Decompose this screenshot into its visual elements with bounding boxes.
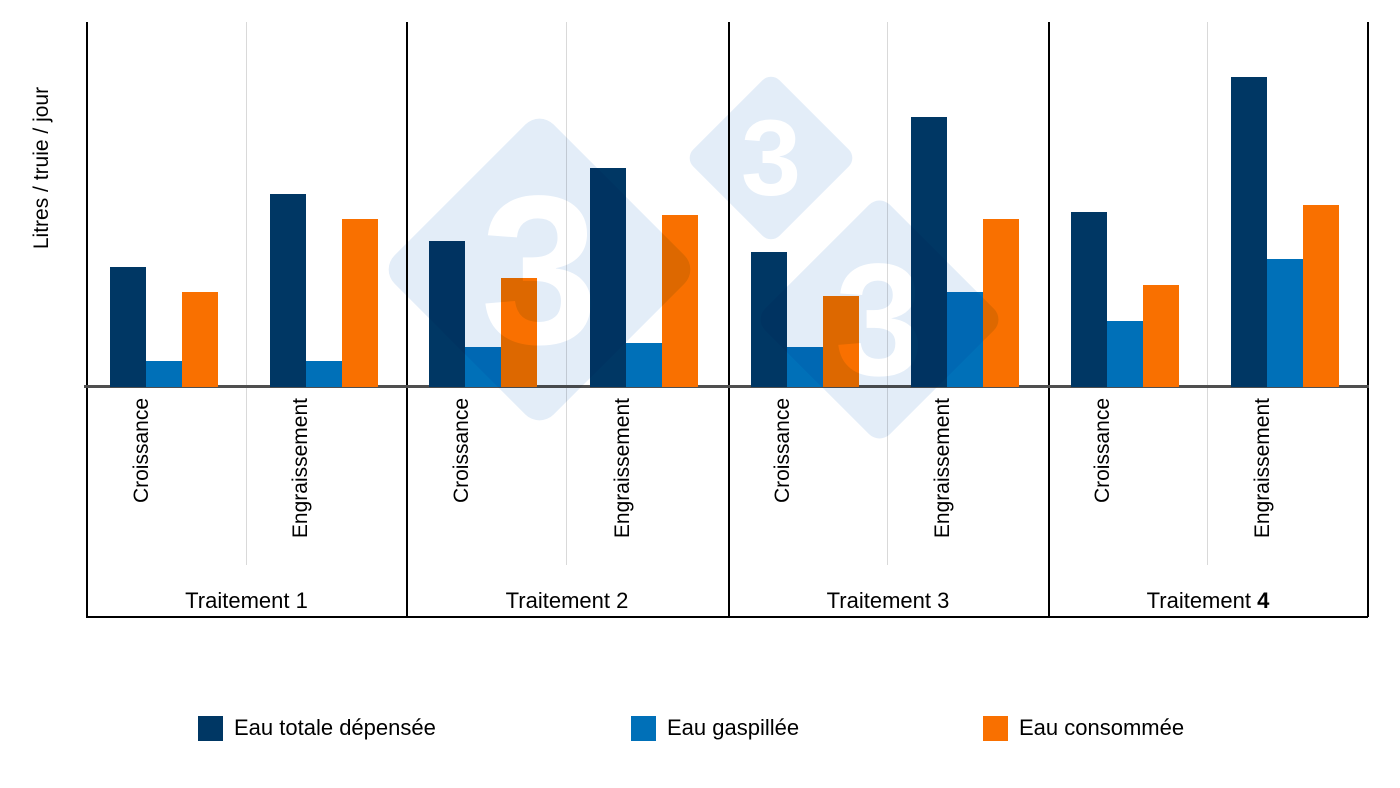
group-divider-line: [1048, 22, 1050, 617]
legend-item-eau-gaspillee: Eau gaspillée: [631, 715, 799, 741]
subcategory-label-engraissement: Engraissement: [289, 398, 313, 539]
group-label-traitement-1: Traitement 1: [185, 588, 308, 613]
bar-eau-consommee-traitement-4-croissance: [1143, 284, 1179, 387]
legend-swatch-eau-consommee: [983, 715, 1008, 741]
subcategory-label-croissance: Croissance: [771, 398, 794, 504]
legend-swatch-eau-totale-depensee: [198, 715, 223, 741]
chart-right-border: [1367, 22, 1369, 617]
x-axis-line: [84, 385, 1369, 388]
bar-eau-consommee-traitement-1-croissance: [182, 292, 218, 387]
subcategory-label-croissance: Croissance: [449, 398, 473, 504]
subcategory-label-engraissement: Engraissement: [931, 398, 954, 539]
subcategory-label-engraissement: Engraissement: [1251, 398, 1274, 539]
legend-item-eau-totale-depensee: Eau totale dépensée: [198, 715, 436, 741]
legend-label: Eau consommée: [1019, 715, 1185, 740]
legend-item-eau-consommee: Eau consommée: [983, 715, 1184, 741]
y-axis-title: Litres / truie / jour: [30, 86, 53, 250]
subcategory-label-croissance: Croissance: [1091, 398, 1114, 504]
watermark-3-glyph: 3: [740, 96, 802, 218]
y-axis-line: [86, 22, 88, 617]
bar-eau-gaspillee-traitement-2-engraissement: [626, 343, 662, 387]
chart-bottom-border: [86, 616, 1368, 618]
bar-eau-gaspillee-traitement-1-croissance: [146, 361, 182, 387]
bar-eau-gaspillee-traitement-4-engraissement: [1267, 259, 1303, 387]
watermark-diamond: 3: [684, 71, 858, 245]
subcategory-divider: [1207, 22, 1208, 565]
subcategory-divider: [246, 22, 247, 565]
group-divider-line: [728, 22, 730, 617]
group-divider-line: [406, 22, 408, 617]
legend-swatch-eau-gaspillee: [631, 715, 656, 741]
bar-eau-gaspillee-traitement-4-croissance: [1107, 321, 1143, 387]
subcategory-label-croissance: Croissance: [129, 398, 153, 504]
group-label-traitement-2: Traitement 2: [505, 588, 629, 613]
bar-eau-totale-depensee-traitement-4-engraissement: [1231, 76, 1267, 387]
watermark-3-glyph: 3: [480, 150, 599, 388]
bar-eau-consommee-traitement-4-engraissement: [1303, 204, 1339, 387]
bar-eau-totale-depensee-traitement-4-croissance: [1071, 211, 1107, 387]
bar-eau-gaspillee-traitement-1-engraissement: [305, 361, 342, 387]
bar-eau-consommee-traitement-1-engraissement: [341, 219, 378, 387]
bar-eau-totale-depensee-traitement-1-croissance: [110, 266, 146, 387]
bar-eau-totale-depensee-traitement-1-engraissement: [269, 193, 306, 387]
legend-label: Eau totale dépensée: [234, 715, 436, 740]
group-label-traitement-4: Traitement 4: [1146, 588, 1270, 613]
watermark-3-glyph: 3: [835, 229, 924, 409]
group-label-traitement-3: Traitement 3: [826, 588, 950, 613]
subcategory-label-engraissement: Engraissement: [610, 398, 634, 539]
legend-label: Eau gaspillée: [667, 715, 800, 740]
